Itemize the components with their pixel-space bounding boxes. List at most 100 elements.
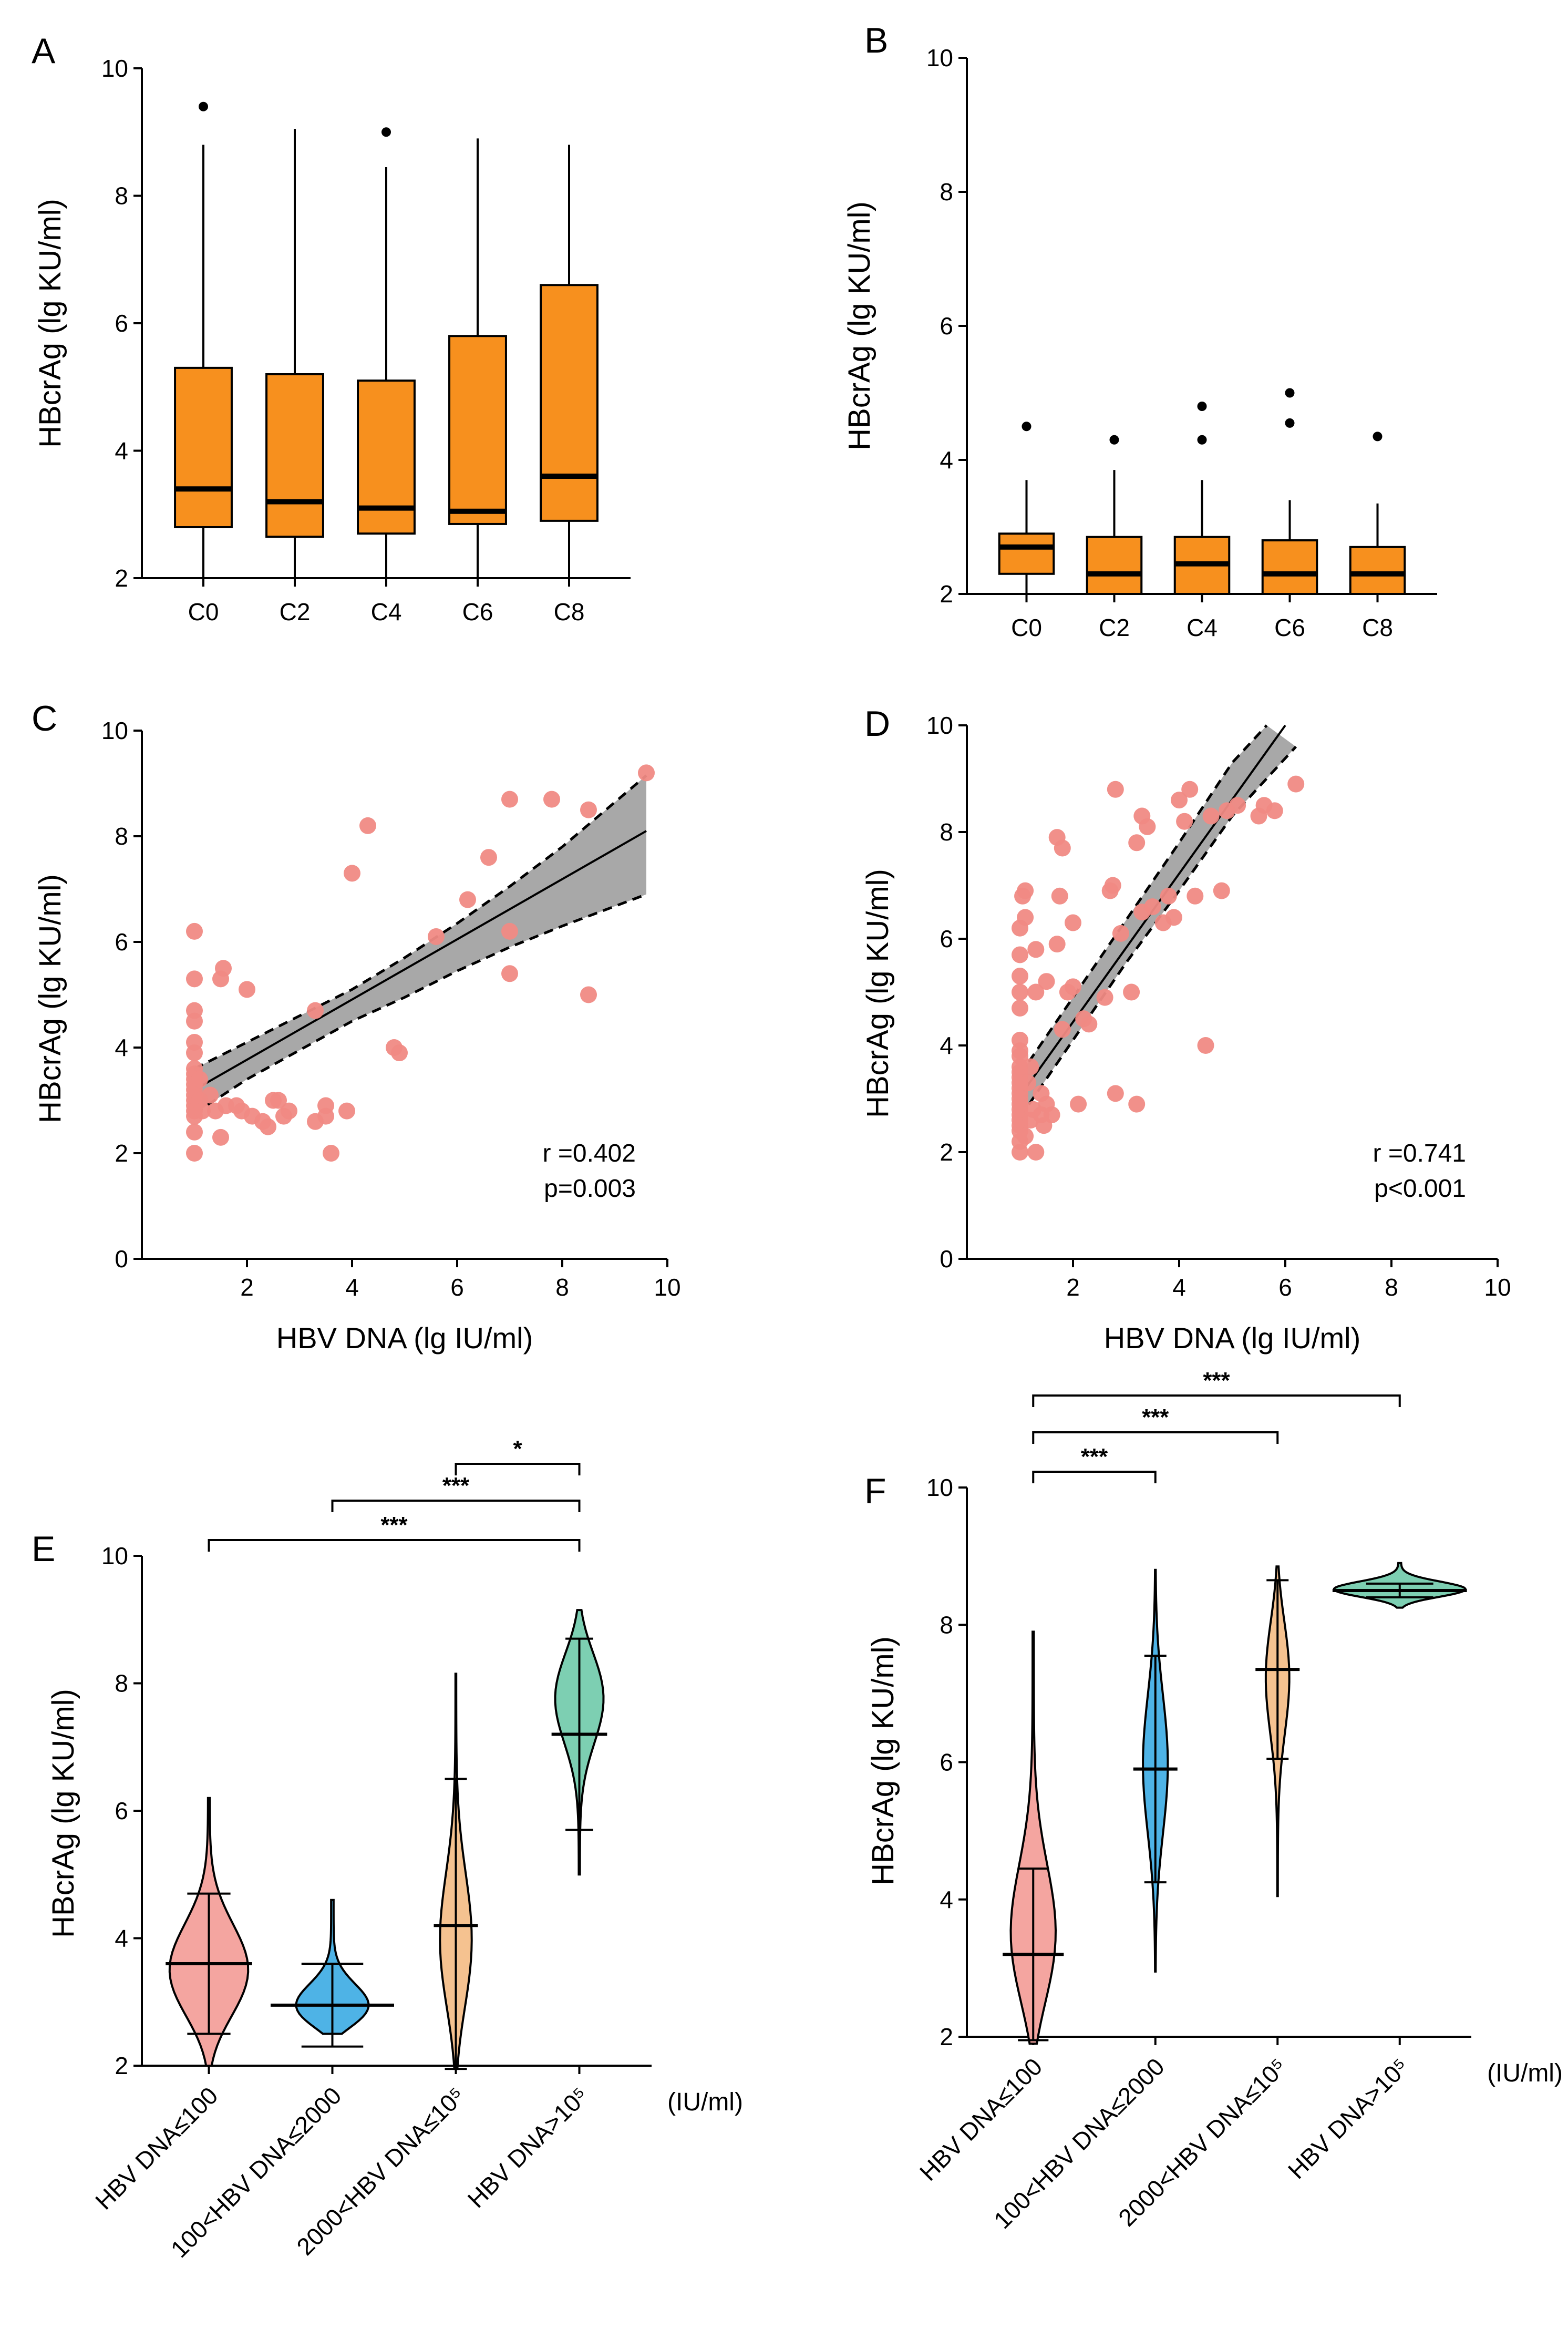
outlier-point: [1373, 432, 1383, 442]
x-tick-label: 8: [555, 1274, 569, 1301]
data-point: [307, 1002, 324, 1019]
y-tick-label: 8: [115, 1670, 128, 1697]
regression-line: [194, 830, 647, 1091]
data-point: [1012, 983, 1028, 1001]
y-tick-label: 2: [115, 565, 128, 592]
y-axis-label: HBcrAg (lg KU/ml): [33, 874, 67, 1123]
y-tick-label: 4: [940, 1886, 953, 1913]
data-point: [270, 1092, 287, 1109]
data-point: [1123, 983, 1140, 1001]
x-tick-label: C8: [1362, 614, 1393, 641]
data-point: [186, 922, 203, 940]
significance-label: *: [513, 1436, 522, 1462]
data-point: [1160, 887, 1177, 905]
significance-bracket: [455, 1463, 581, 1475]
y-tick-label: 0: [115, 1245, 128, 1273]
x-tick-label: 4: [1172, 1274, 1186, 1301]
y-tick-label: 6: [115, 310, 128, 337]
significance-label: ***: [1203, 1368, 1230, 1393]
data-point: [1027, 941, 1045, 958]
data-point: [1181, 781, 1199, 798]
y-tick-label: 8: [115, 182, 128, 210]
data-point: [260, 1118, 276, 1135]
data-point: [1202, 807, 1220, 825]
data-point: [580, 986, 597, 1003]
data-point: [1187, 887, 1204, 905]
panel-letter: E: [32, 1529, 55, 1569]
data-point: [1027, 983, 1045, 1001]
outlier-point: [1022, 422, 1031, 432]
stat-p: p<0.001: [1374, 1175, 1466, 1203]
stat-r: r =0.741: [1373, 1140, 1466, 1167]
x-tick-label: 4: [345, 1274, 359, 1301]
confidence-band: [1020, 725, 1296, 1118]
box-c6: [448, 335, 507, 525]
ci-lower-line: [193, 893, 647, 1115]
data-point: [323, 1145, 339, 1162]
panel-letter: A: [32, 31, 56, 71]
y-tick-label: 0: [940, 1245, 953, 1273]
x-tick-label: HBV DNA>10⁵: [1283, 2053, 1414, 2184]
x-tick-label: 2: [240, 1274, 254, 1301]
data-point: [1038, 973, 1055, 990]
data-point: [501, 922, 518, 940]
y-tick-label: 4: [940, 1032, 953, 1059]
x-unit-label: (IU/ml): [1487, 2059, 1563, 2087]
y-tick-label: 10: [926, 44, 953, 71]
y-tick-label: 6: [115, 928, 128, 956]
y-tick-label: 6: [115, 1797, 128, 1824]
panel-letter: B: [864, 20, 888, 60]
x-tick-label: 10: [1484, 1274, 1511, 1301]
data-point: [1043, 1106, 1060, 1123]
outlier-point: [1285, 388, 1295, 398]
y-tick-label: 2: [940, 580, 953, 608]
y-tick-label: 6: [940, 312, 953, 340]
data-point: [1266, 802, 1283, 819]
data-point: [186, 1044, 203, 1062]
y-tick-label: 4: [115, 1034, 128, 1061]
x-axis-label: HBV DNA (lg IU/ml): [1104, 1321, 1361, 1355]
confidence-band: [194, 775, 646, 1114]
y-tick-label: 4: [115, 437, 128, 465]
box-c0: [998, 532, 1055, 575]
data-point: [1229, 797, 1246, 814]
box-c8: [540, 284, 599, 522]
data-point: [501, 965, 518, 982]
data-point: [1012, 1031, 1028, 1049]
significance-bracket: [1032, 1394, 1401, 1407]
y-tick-label: 10: [926, 712, 953, 739]
x-tick-label: C0: [1011, 614, 1042, 641]
data-point: [191, 1071, 208, 1088]
data-point: [1213, 882, 1230, 899]
data-point: [186, 1145, 203, 1162]
data-point: [1128, 834, 1146, 852]
y-axis-label: HBcrAg (lg KU/ml): [866, 1636, 900, 1885]
outlier-point: [199, 101, 208, 111]
panel-d-scatter-chart: D 0 2 4 6 8 10 HBcrAg (lg KU/ml) 2 4 6 8 10 HBV DNA (…: [861, 704, 1511, 1355]
y-tick-label: 4: [940, 446, 953, 474]
stat-p: p=0.003: [544, 1175, 636, 1203]
data-point: [480, 849, 497, 866]
data-point: [1012, 999, 1028, 1017]
x-tick-label: 6: [1278, 1274, 1292, 1301]
x-tick-label: C2: [1099, 614, 1130, 641]
y-tick-label: 8: [940, 178, 953, 206]
significance-label: ***: [1081, 1444, 1108, 1470]
box-c6: [1261, 539, 1318, 595]
x-tick-label: 2: [1066, 1274, 1080, 1301]
data-point: [194, 1102, 211, 1120]
data-point: [344, 865, 360, 882]
data-point: [1017, 882, 1034, 899]
data-point: [1065, 978, 1081, 996]
x-tick-label: C0: [188, 598, 219, 625]
ci-lower-line: [1018, 745, 1297, 1119]
data-point: [1048, 936, 1066, 953]
y-axis-label: HBcrAg (lg KU/ml): [861, 869, 895, 1118]
data-point: [1065, 914, 1081, 931]
data-point: [543, 791, 560, 808]
y-tick-label: 4: [115, 1925, 128, 1952]
data-point: [1112, 925, 1129, 942]
y-tick-label: 2: [115, 1140, 128, 1167]
